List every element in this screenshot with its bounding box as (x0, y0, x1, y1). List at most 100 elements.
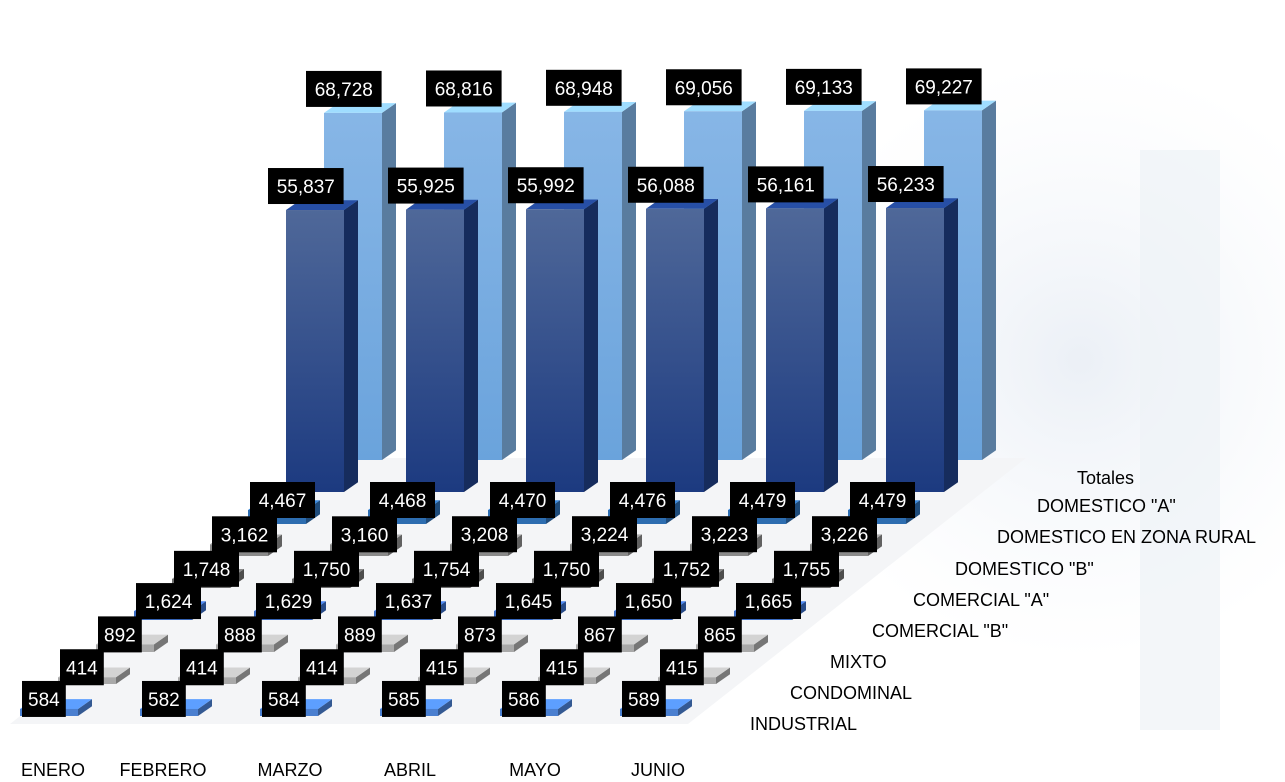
data-label-text: 1,748 (183, 560, 231, 581)
data-label-box (534, 550, 599, 587)
data-label-box (262, 680, 306, 717)
data-label-text: 69,133 (795, 78, 853, 99)
bar-side (502, 102, 516, 460)
bar-side (198, 699, 212, 716)
data-label: 3,162 (212, 516, 277, 553)
data-label: 1,754 (414, 550, 479, 587)
data-label-text: 867 (584, 625, 616, 646)
bar-domestico-a-abril (646, 198, 718, 492)
bar-domestico-a-enero (286, 200, 358, 493)
data-label-text: 888 (224, 625, 256, 646)
bar-side (596, 667, 610, 684)
data-label-box (786, 68, 862, 105)
bar-side (394, 634, 408, 652)
bar-side (824, 198, 838, 492)
data-label-text: 1,755 (783, 560, 831, 581)
data-label: 56,088 (628, 166, 704, 203)
data-label-box (906, 68, 982, 105)
data-label-text: 414 (66, 658, 98, 679)
data-label-text: 415 (546, 658, 578, 679)
data-label: 867 (578, 616, 622, 653)
data-label-text: 4,479 (859, 491, 907, 512)
data-label-box (748, 166, 824, 203)
data-label: 414 (60, 649, 104, 686)
data-label-box (496, 583, 561, 620)
data-label-text: 4,470 (499, 491, 547, 512)
data-label: 415 (660, 649, 704, 686)
data-label: 1,665 (736, 583, 801, 620)
data-label-box (660, 649, 704, 686)
data-label-text: 3,160 (341, 525, 389, 546)
bar-front (886, 208, 944, 492)
bar-domestico-a-marzo (526, 199, 598, 492)
data-label: 3,226 (812, 516, 877, 553)
data-label-box (60, 649, 104, 686)
data-label-text: 69,227 (915, 77, 973, 98)
bar-side (754, 634, 768, 652)
data-label-box (268, 168, 344, 205)
data-label-box (376, 583, 441, 620)
data-label: 415 (420, 649, 464, 686)
bar-side (716, 667, 730, 684)
bar-side (704, 198, 718, 492)
data-label: 55,992 (508, 167, 584, 204)
data-label-box (578, 616, 622, 653)
series-labels: INDUSTRIAL CONDOMINAL MIXTO COMERCIAL "B" CO… (750, 468, 1256, 734)
category-labels: ENERO FEBRERO MARZO ABRIL MAYO JUNIO (21, 760, 685, 780)
data-label-text: 586 (508, 690, 540, 711)
data-label-box (502, 680, 546, 717)
data-label: 589 (622, 680, 666, 717)
series-label-comercial-a: COMERCIAL "A" (913, 590, 1049, 610)
data-label-box (332, 516, 397, 553)
series-label-domestico-en-zona-rural: DOMESTICO EN ZONA RURAL (997, 527, 1256, 547)
data-label: 56,233 (868, 166, 944, 203)
data-label-box (572, 516, 637, 553)
data-label: 1,650 (616, 583, 681, 620)
data-label-box (306, 70, 382, 107)
series-label-condominal: CONDOMINAL (790, 683, 912, 703)
data-label-box (256, 583, 321, 620)
data-label: 586 (502, 680, 546, 717)
data-label-box (180, 649, 224, 686)
data-labels: 68,728 68,816 68,948 69,056 69,133 69,227 55,8… (22, 68, 982, 717)
data-label-box (250, 482, 315, 518)
data-label-box (666, 69, 742, 106)
data-label: 69,133 (786, 68, 862, 105)
category-label-abril: ABRIL (384, 760, 436, 780)
data-label-text: 1,750 (303, 560, 351, 581)
series-label-domestico-a: DOMESTICO "A" (1037, 496, 1176, 516)
bar-side (464, 199, 478, 492)
series-label-totales: Totales (1077, 468, 1134, 488)
data-label-text: 865 (704, 625, 736, 646)
data-label: 4,476 (610, 482, 675, 518)
data-label: 888 (218, 616, 262, 653)
data-label-text: 589 (628, 690, 660, 711)
bar-side (438, 699, 452, 716)
data-label-box (698, 616, 742, 653)
bar-side (982, 100, 996, 461)
data-label-text: 4,476 (619, 491, 667, 512)
data-label-box (628, 166, 704, 203)
data-label: 1,750 (534, 550, 599, 587)
data-label-text: 4,467 (259, 491, 307, 512)
data-label-text: 3,162 (221, 525, 269, 546)
data-label-text: 1,750 (543, 560, 591, 581)
data-label: 68,728 (306, 70, 382, 107)
data-label-box (654, 550, 719, 587)
series-label-mixto: MIXTO (830, 652, 887, 672)
bar-side (678, 699, 692, 716)
bar-side (558, 699, 572, 716)
data-label: 56,161 (748, 166, 824, 203)
data-label: 892 (98, 616, 142, 653)
data-label-box (452, 516, 517, 553)
data-label-text: 414 (186, 658, 218, 679)
data-label-text: 1,650 (625, 592, 673, 613)
data-label-box (490, 482, 555, 518)
bar-front (526, 209, 584, 492)
data-label-text: 4,479 (739, 491, 787, 512)
data-label: 3,223 (692, 516, 757, 553)
data-label: 4,479 (850, 482, 915, 518)
data-label-box (622, 680, 666, 717)
data-label-box (294, 550, 359, 587)
data-label-box (420, 649, 464, 686)
